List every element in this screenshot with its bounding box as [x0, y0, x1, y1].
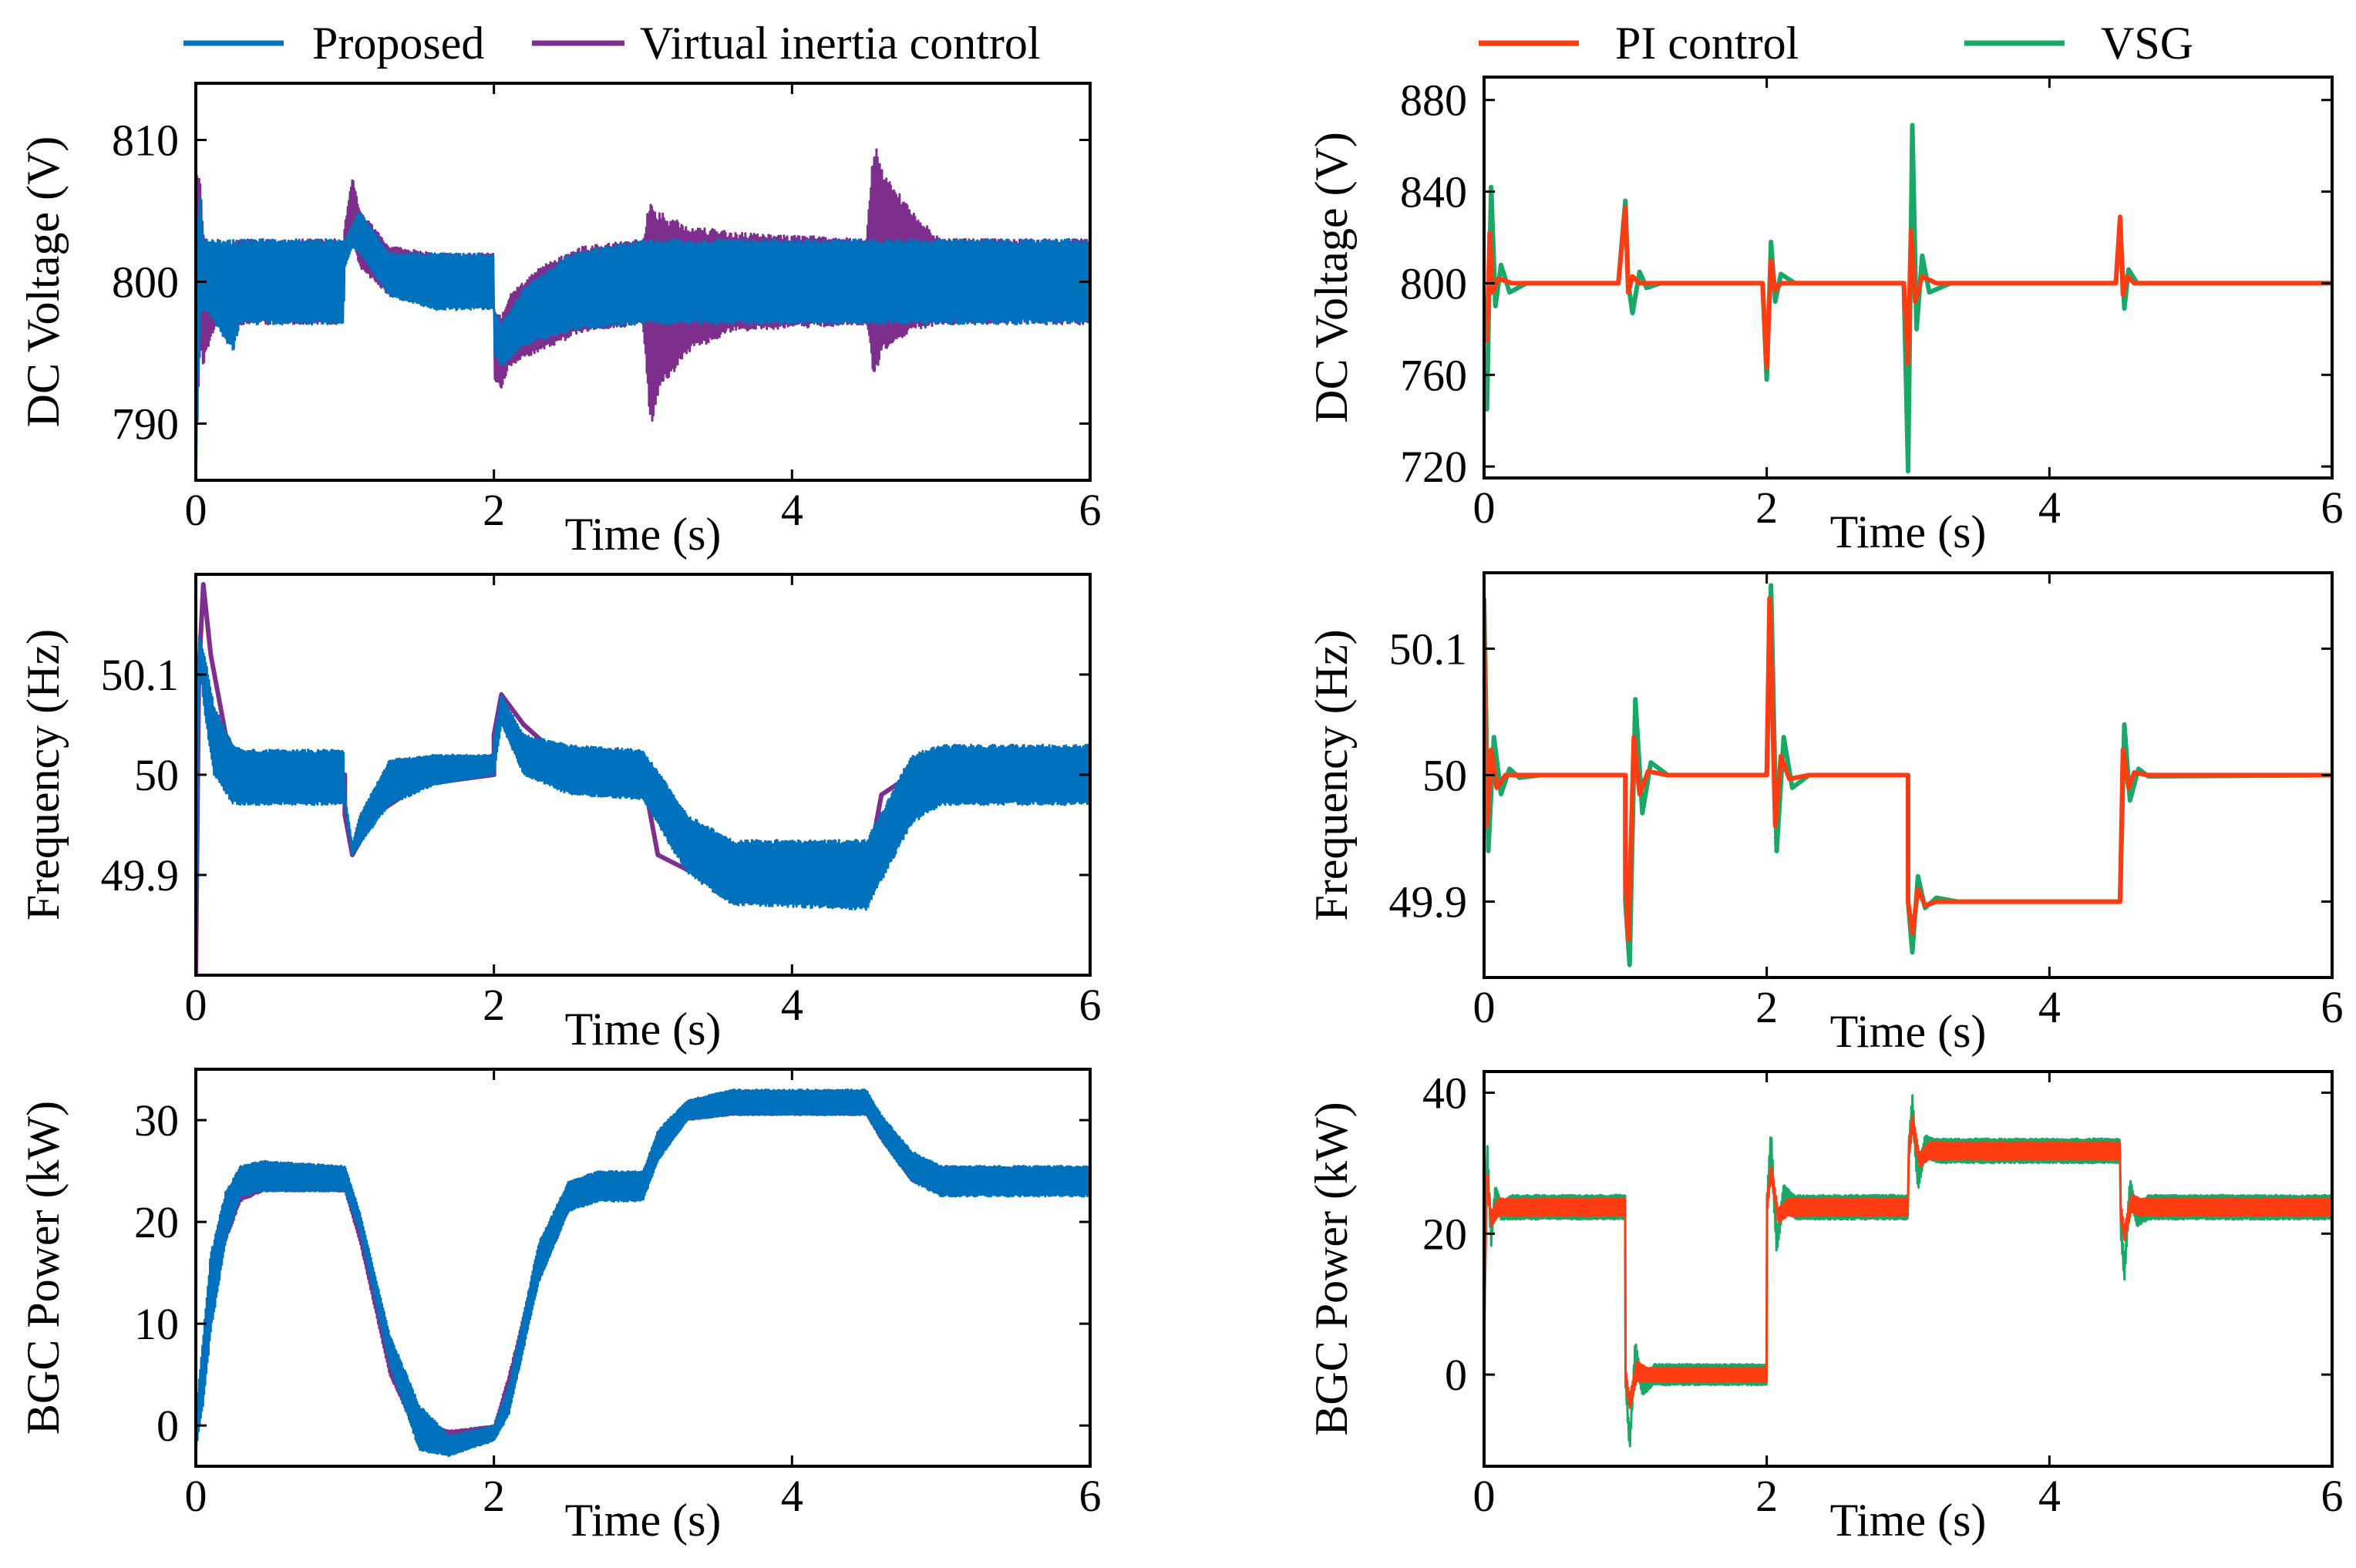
- x-tick-label-right-dc-voltage: 4: [2038, 483, 2061, 533]
- plot-area-right-dc-voltage: [1484, 123, 2332, 474]
- x-tick-label-right-bgc-power: 2: [1755, 1471, 1778, 1521]
- x-tick-label-left-bgc-power: 4: [781, 1471, 803, 1521]
- legend-label-vsg: VSG: [2101, 18, 2193, 69]
- y-tick-label-left-dc-voltage: 810: [112, 116, 179, 166]
- x-axis-label-right-bgc-power: Time (s): [1830, 1495, 1987, 1546]
- y-tick-label-right-dc-voltage: 800: [1400, 258, 1467, 308]
- x-tick-label-left-dc-voltage: 0: [185, 485, 207, 535]
- y-tick-label-left-dc-voltage: 800: [112, 257, 179, 308]
- x-tick-label-right-frequency: 4: [2038, 982, 2061, 1032]
- y-axis-label-left-bgc-power: BGC Power (kW): [18, 1101, 69, 1435]
- x-tick-label-left-bgc-power: 6: [1079, 1471, 1102, 1521]
- y-tick-label-right-bgc-power: 0: [1445, 1350, 1467, 1400]
- y-tick-label-left-bgc-power: 10: [134, 1299, 179, 1349]
- y-axis-label-right-frequency: Frequency (Hz): [1306, 629, 1357, 920]
- series-pi-control-right-frequency: [1484, 595, 2332, 942]
- y-axis-label-right-bgc-power: BGC Power (kW): [1306, 1102, 1357, 1435]
- x-tick-label-left-dc-voltage: 4: [781, 485, 803, 535]
- x-tick-label-left-frequency: 2: [483, 980, 505, 1030]
- y-tick-label-left-bgc-power: 0: [157, 1401, 179, 1451]
- panel-right-bgc-power: 0 2 4 6 0 20 40 Time (s) BGC Power (kW): [1306, 1068, 2344, 1546]
- y-tick-label-left-bgc-power: 30: [134, 1095, 179, 1146]
- axes-frame-right-dc-voltage: [1483, 76, 2334, 479]
- legend-left: Proposed Virtual inertia control: [183, 18, 1041, 69]
- x-tick-label-left-dc-voltage: 6: [1079, 485, 1102, 535]
- y-axis-label-right-dc-voltage: DC Voltage (V): [1306, 132, 1357, 423]
- x-tick-label-right-bgc-power: 6: [2321, 1471, 2344, 1521]
- y-tick-label-right-bgc-power: 40: [1422, 1068, 1467, 1118]
- panel-right-frequency: 0 2 4 6 49.9 50 50.1 Time (s) Frequency (Hz): [1306, 571, 2344, 1057]
- plot-area-left-frequency: [196, 582, 1090, 975]
- x-tick-label-right-frequency: 6: [2321, 982, 2344, 1032]
- legend-label-pi-control: PI control: [1615, 18, 1799, 69]
- x-axis-label-right-frequency: Time (s): [1830, 1006, 1987, 1057]
- y-tick-label-left-frequency: 50: [134, 750, 179, 800]
- legend-label-virtual-inertia: Virtual inertia control: [640, 18, 1041, 69]
- y-axis-label-left-frequency: Frequency (Hz): [18, 629, 69, 920]
- x-tick-label-right-dc-voltage: 2: [1755, 483, 1778, 533]
- panel-left-dc-voltage: 0 2 4 6 790 800 810 Time (s) DC Voltage (V): [18, 82, 1102, 560]
- y-tick-label-right-bgc-power: 20: [1422, 1209, 1467, 1259]
- legend-label-proposed: Proposed: [312, 18, 484, 69]
- y-tick-label-right-dc-voltage: 720: [1400, 442, 1467, 492]
- x-axis-label-left-bgc-power: Time (s): [565, 1495, 722, 1546]
- x-tick-label-right-dc-voltage: 6: [2321, 483, 2344, 533]
- y-tick-label-right-frequency: 49.9: [1389, 877, 1468, 927]
- axes-frame-left-bgc-power: [194, 1068, 1092, 1468]
- x-axis-label-left-dc-voltage: Time (s): [565, 509, 722, 560]
- x-tick-label-right-bgc-power: 4: [2038, 1471, 2061, 1521]
- panels: 0 2 4 6 790 800 810 Time (s) DC Voltage (V) 0 2 4 6 7…: [18, 76, 2344, 1546]
- series-virtual-inertia-control-left-bgc-power: [196, 1099, 1090, 1447]
- panel-left-frequency: 0 2 4 6 49.9 50 50.1 Time (s) Frequency (Hz): [18, 573, 1102, 1055]
- series-proposed-left-dc-voltage: [196, 196, 1090, 461]
- x-axis-label-left-frequency: Time (s): [565, 1004, 722, 1055]
- series-proposed-left-bgc-power: [196, 1088, 1090, 1458]
- y-tick-label-left-bgc-power: 20: [134, 1197, 179, 1247]
- y-tick-label-right-frequency: 50: [1422, 751, 1467, 801]
- x-tick-label-left-frequency: 0: [185, 980, 207, 1030]
- panel-left-bgc-power: 0 2 4 6 0 10 20 30 Time (s) BGC Power (kW): [18, 1068, 1102, 1546]
- x-tick-label-left-dc-voltage: 2: [483, 485, 505, 535]
- legend-right: PI control VSG: [1479, 18, 2193, 69]
- x-tick-label-right-frequency: 0: [1473, 982, 1496, 1032]
- x-tick-label-right-frequency: 2: [1755, 982, 1778, 1032]
- plot-area-right-bgc-power: [1484, 1094, 2332, 1448]
- series-proposed-left-frequency: [196, 634, 1090, 975]
- y-tick-label-right-dc-voltage: 880: [1400, 76, 1467, 126]
- panel-right-dc-voltage: 0 2 4 6 720 760 800 840 880 Time (s) DC Voltage (V…: [1306, 76, 2344, 557]
- x-tick-label-left-frequency: 6: [1079, 980, 1102, 1030]
- x-tick-label-left-frequency: 4: [781, 980, 803, 1030]
- x-tick-label-right-dc-voltage: 0: [1473, 483, 1496, 533]
- y-tick-label-left-frequency: 50.1: [101, 650, 180, 700]
- series-pi-control-right-dc-voltage: [1484, 205, 2332, 371]
- plot-area-left-bgc-power: [196, 1088, 1090, 1458]
- y-tick-label-left-frequency: 49.9: [101, 850, 180, 900]
- x-axis-label-right-dc-voltage: Time (s): [1830, 506, 1987, 557]
- y-tick-label-left-dc-voltage: 790: [112, 399, 179, 449]
- y-tick-label-right-frequency: 50.1: [1389, 624, 1468, 674]
- y-tick-label-right-dc-voltage: 840: [1400, 167, 1467, 217]
- x-tick-label-right-bgc-power: 0: [1473, 1471, 1496, 1521]
- x-tick-label-left-bgc-power: 0: [185, 1471, 207, 1521]
- x-tick-label-left-bgc-power: 2: [483, 1471, 505, 1521]
- y-tick-label-right-dc-voltage: 760: [1400, 350, 1467, 400]
- plot-area-left-dc-voltage: [196, 148, 1090, 461]
- axes-frame-right-bgc-power: [1483, 1070, 2334, 1468]
- plot-area-right-frequency: [1484, 583, 2332, 967]
- y-axis-label-left-dc-voltage: DC Voltage (V): [18, 136, 69, 428]
- series-pi-control-right-bgc-power: [1484, 1114, 2332, 1409]
